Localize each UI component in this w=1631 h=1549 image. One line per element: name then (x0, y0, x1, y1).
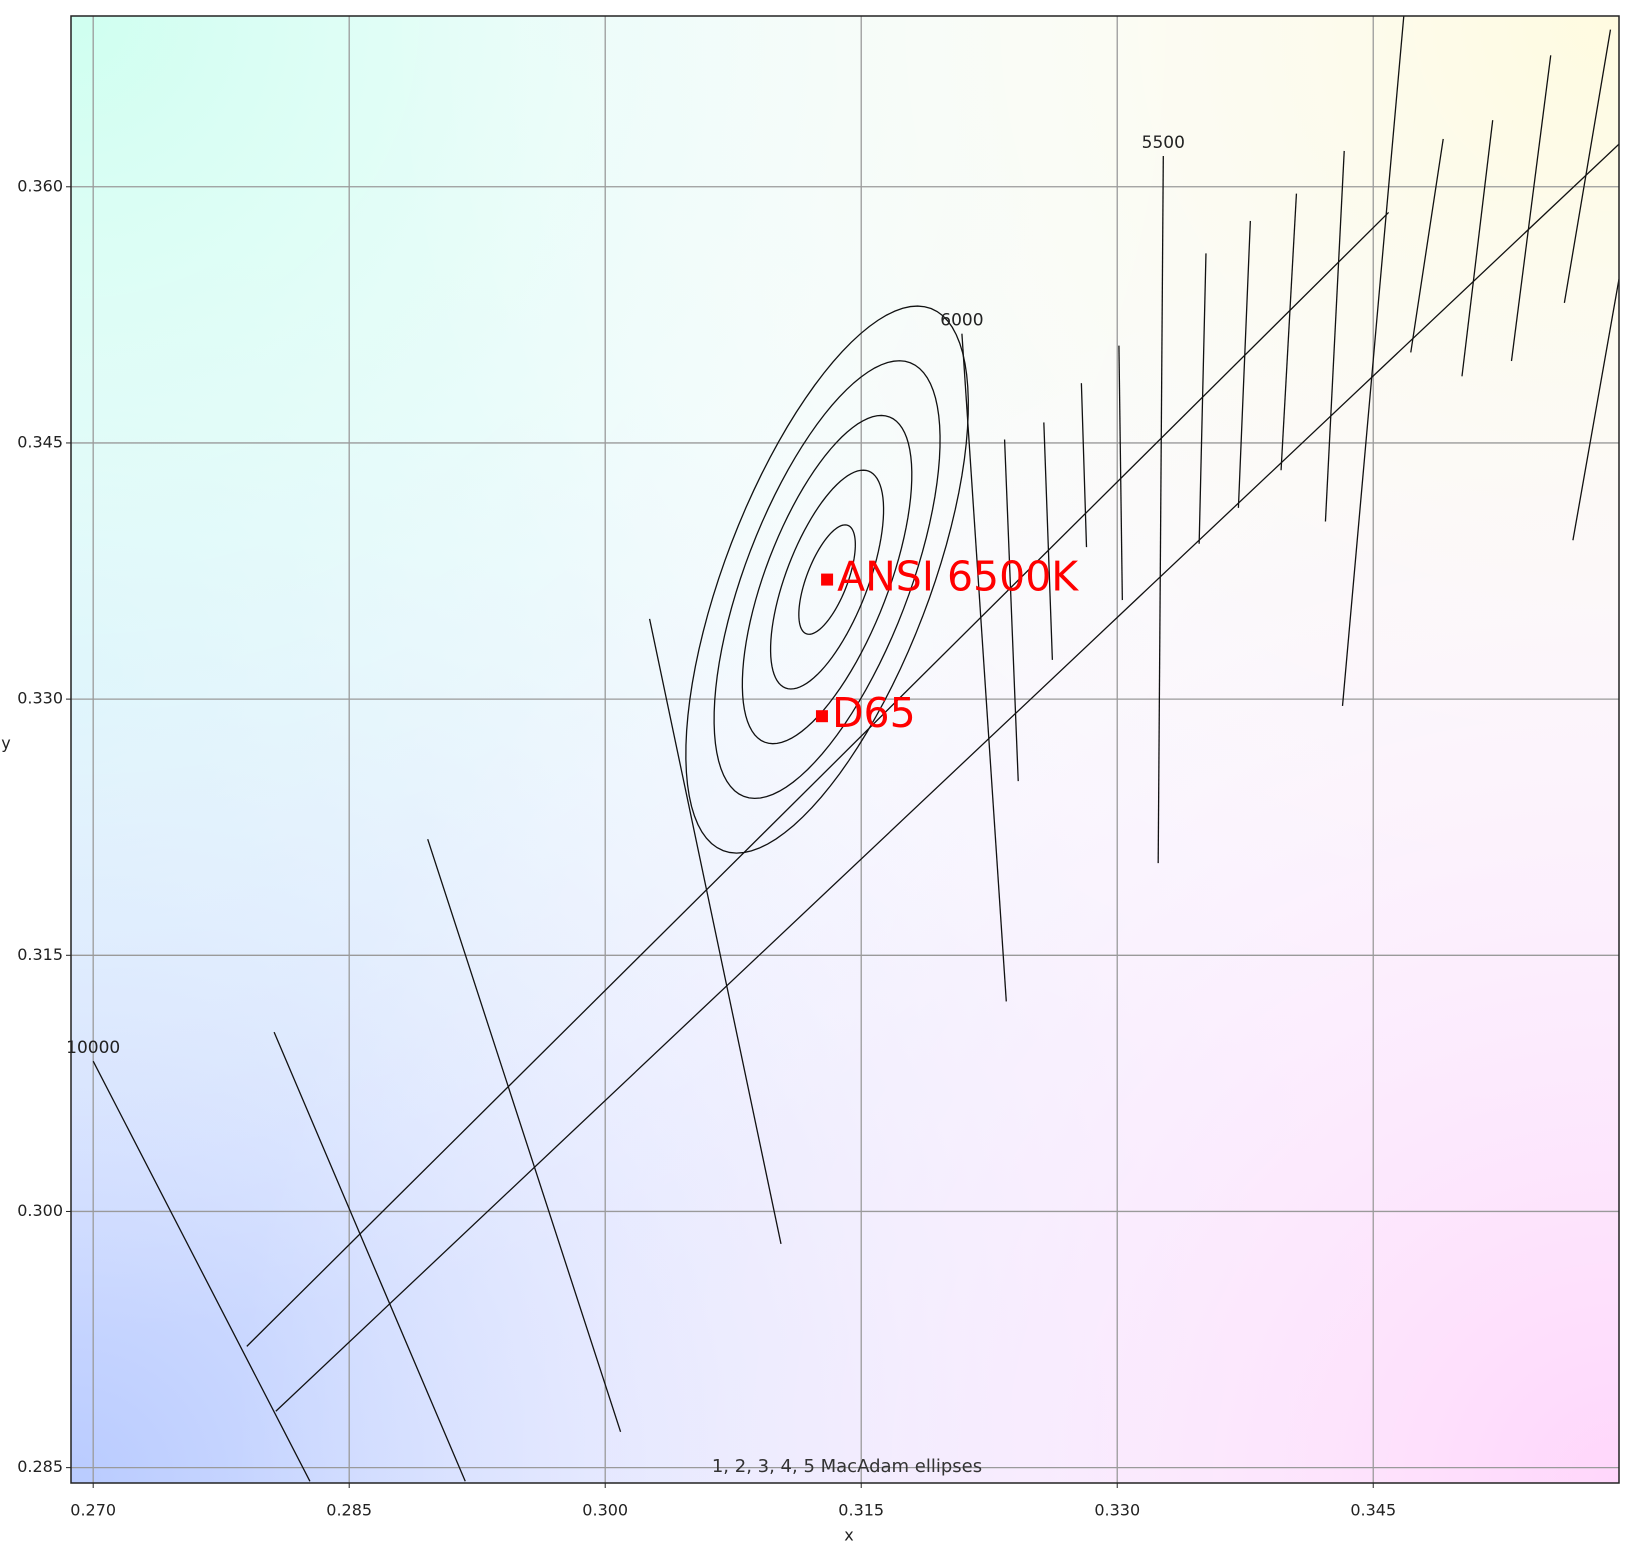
y-tick-label: 0.345 (17, 432, 63, 451)
isotemperature-line (1198, 253, 1207, 544)
isotemperature-label: 6000 (940, 311, 983, 331)
macadam-ellipse (741, 414, 913, 745)
isotemperature-line (1003, 439, 1019, 782)
x-tick-label: 0.300 (582, 1501, 628, 1520)
grid (71, 16, 1619, 1483)
plot-area (92, 16, 1619, 1482)
isotemperature-line (1237, 220, 1251, 508)
isotemperature-line (1410, 138, 1444, 353)
macadam-ellipse (798, 524, 856, 635)
x-axis-title: x (844, 1526, 853, 1545)
x-tick-label: 0.315 (838, 1501, 884, 1520)
isotemperature-line (648, 618, 782, 1245)
macadam-ellipse (713, 360, 941, 800)
isotemperature-line (1510, 55, 1552, 362)
isotemperature-line (1043, 422, 1054, 660)
x-tick-label: 0.330 (1094, 1501, 1140, 1520)
y-tick-label: 0.300 (17, 1201, 63, 1220)
locus-line (246, 211, 1390, 1347)
isotemperature-line (961, 333, 1007, 1002)
point-label: D65 (832, 689, 916, 737)
point-label: ANSI 6500K (837, 553, 1079, 601)
isotemperature-line (1080, 383, 1088, 548)
isotemperature-line (1572, 278, 1619, 541)
y-tick-label: 0.315 (17, 945, 63, 964)
x-tick-label: 0.285 (326, 1501, 372, 1520)
x-tick-label: 0.270 (70, 1501, 116, 1520)
isotemperature-line (1280, 193, 1298, 471)
isotemperature-line (427, 838, 622, 1432)
y-tick-label: 0.330 (17, 689, 63, 708)
isotemperature-line (1341, 16, 1405, 707)
plot-background (71, 16, 1619, 1483)
isotemperature-line (1157, 156, 1164, 864)
plot-frame (70, 15, 1620, 1484)
isotemperature-label: 5500 (1142, 133, 1185, 153)
locus-line (275, 143, 1619, 1412)
axes: 0.270 0.285 0.300 0.315 0.330 0.345 0.285 0.300… (17, 176, 1396, 1519)
isotemperature-line (273, 1031, 466, 1482)
macadam-ellipse (769, 469, 885, 690)
isotemperature-line (1118, 345, 1123, 601)
isotemperature-line (1461, 120, 1494, 377)
y-tick-label: 0.285 (17, 1457, 63, 1476)
ellipse-annotation: 1, 2, 3, 4, 5 MacAdam ellipses (712, 1456, 982, 1477)
isotemperature-line (1324, 150, 1345, 522)
isotemperature-line (1563, 29, 1612, 304)
point-marker (821, 573, 834, 586)
macadam-ellipse (685, 305, 969, 854)
y-axis-title: y (1, 734, 10, 753)
y-tick-label: 0.360 (17, 176, 63, 195)
x-tick-label: 0.345 (1350, 1501, 1396, 1520)
isotemperature-line (92, 1060, 311, 1482)
isotemperature-label: 10000 (66, 1038, 120, 1058)
point-marker (815, 710, 828, 723)
